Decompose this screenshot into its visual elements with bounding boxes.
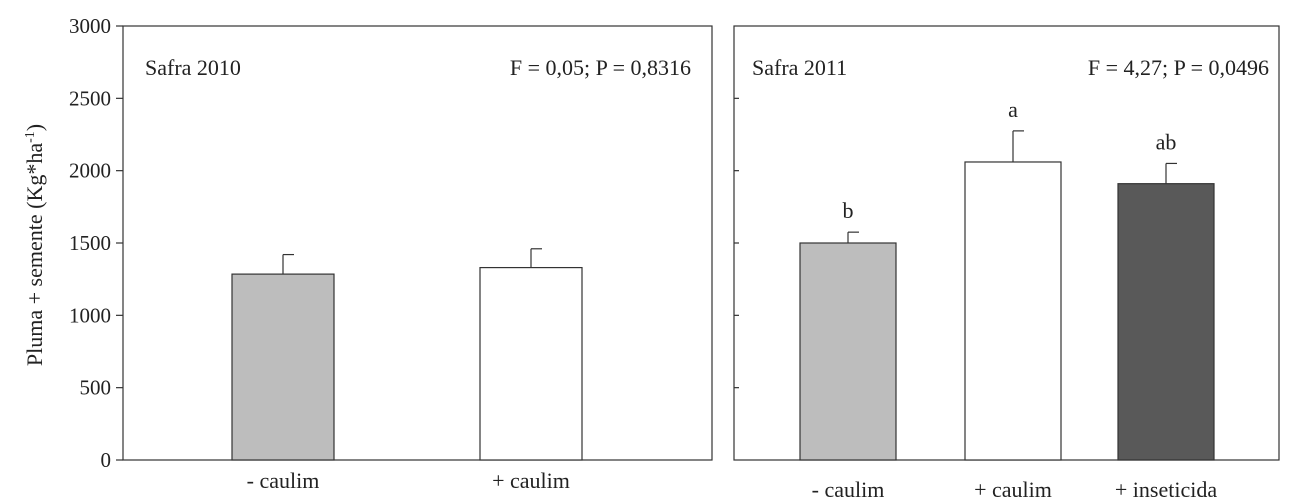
y-axis-label: Pluma + semente (Kg*ha-1): [22, 124, 47, 366]
y-tick-label: 1000: [69, 303, 111, 327]
bar: [231, 273, 335, 461]
bar: [1117, 183, 1215, 461]
plot-frame-2010: [122, 25, 713, 461]
panel-title-2010: Safra 2010: [145, 55, 241, 80]
category-label: - caulim: [247, 468, 320, 493]
panel-safra-2011: Safra 2011 F = 4,27; P = 0,0496 b - cauli…: [733, 25, 1280, 500]
significance-letter: ab: [1156, 129, 1177, 154]
y-tick-label: 1500: [69, 231, 111, 255]
stats-annotation-2011: F = 4,27; P = 0,0496: [1088, 55, 1269, 80]
y-tick-label: 3000: [69, 14, 111, 38]
bar: [964, 161, 1062, 461]
significance-letter: b: [843, 198, 854, 223]
category-label: + caulim: [492, 468, 570, 493]
category-label: + caulim: [974, 477, 1052, 500]
bar: [799, 242, 897, 461]
y-tick-label: 0: [101, 448, 112, 472]
y-tick-label: 2000: [69, 159, 111, 183]
significance-letter: a: [1008, 97, 1018, 122]
category-label: + inseticida: [1115, 477, 1217, 500]
category-label: - caulim: [812, 477, 885, 500]
bar: [479, 266, 583, 461]
y-tick-label: 500: [80, 376, 112, 400]
panel-title-2011: Safra 2011: [752, 55, 847, 80]
panel-safra-2010: Safra 2010 F = 0,05; P = 0,8316 0 500 1000…: [69, 14, 713, 493]
y-tick-label: 2500: [69, 86, 111, 110]
stats-annotation-2010: F = 0,05; P = 0,8316: [510, 55, 691, 80]
